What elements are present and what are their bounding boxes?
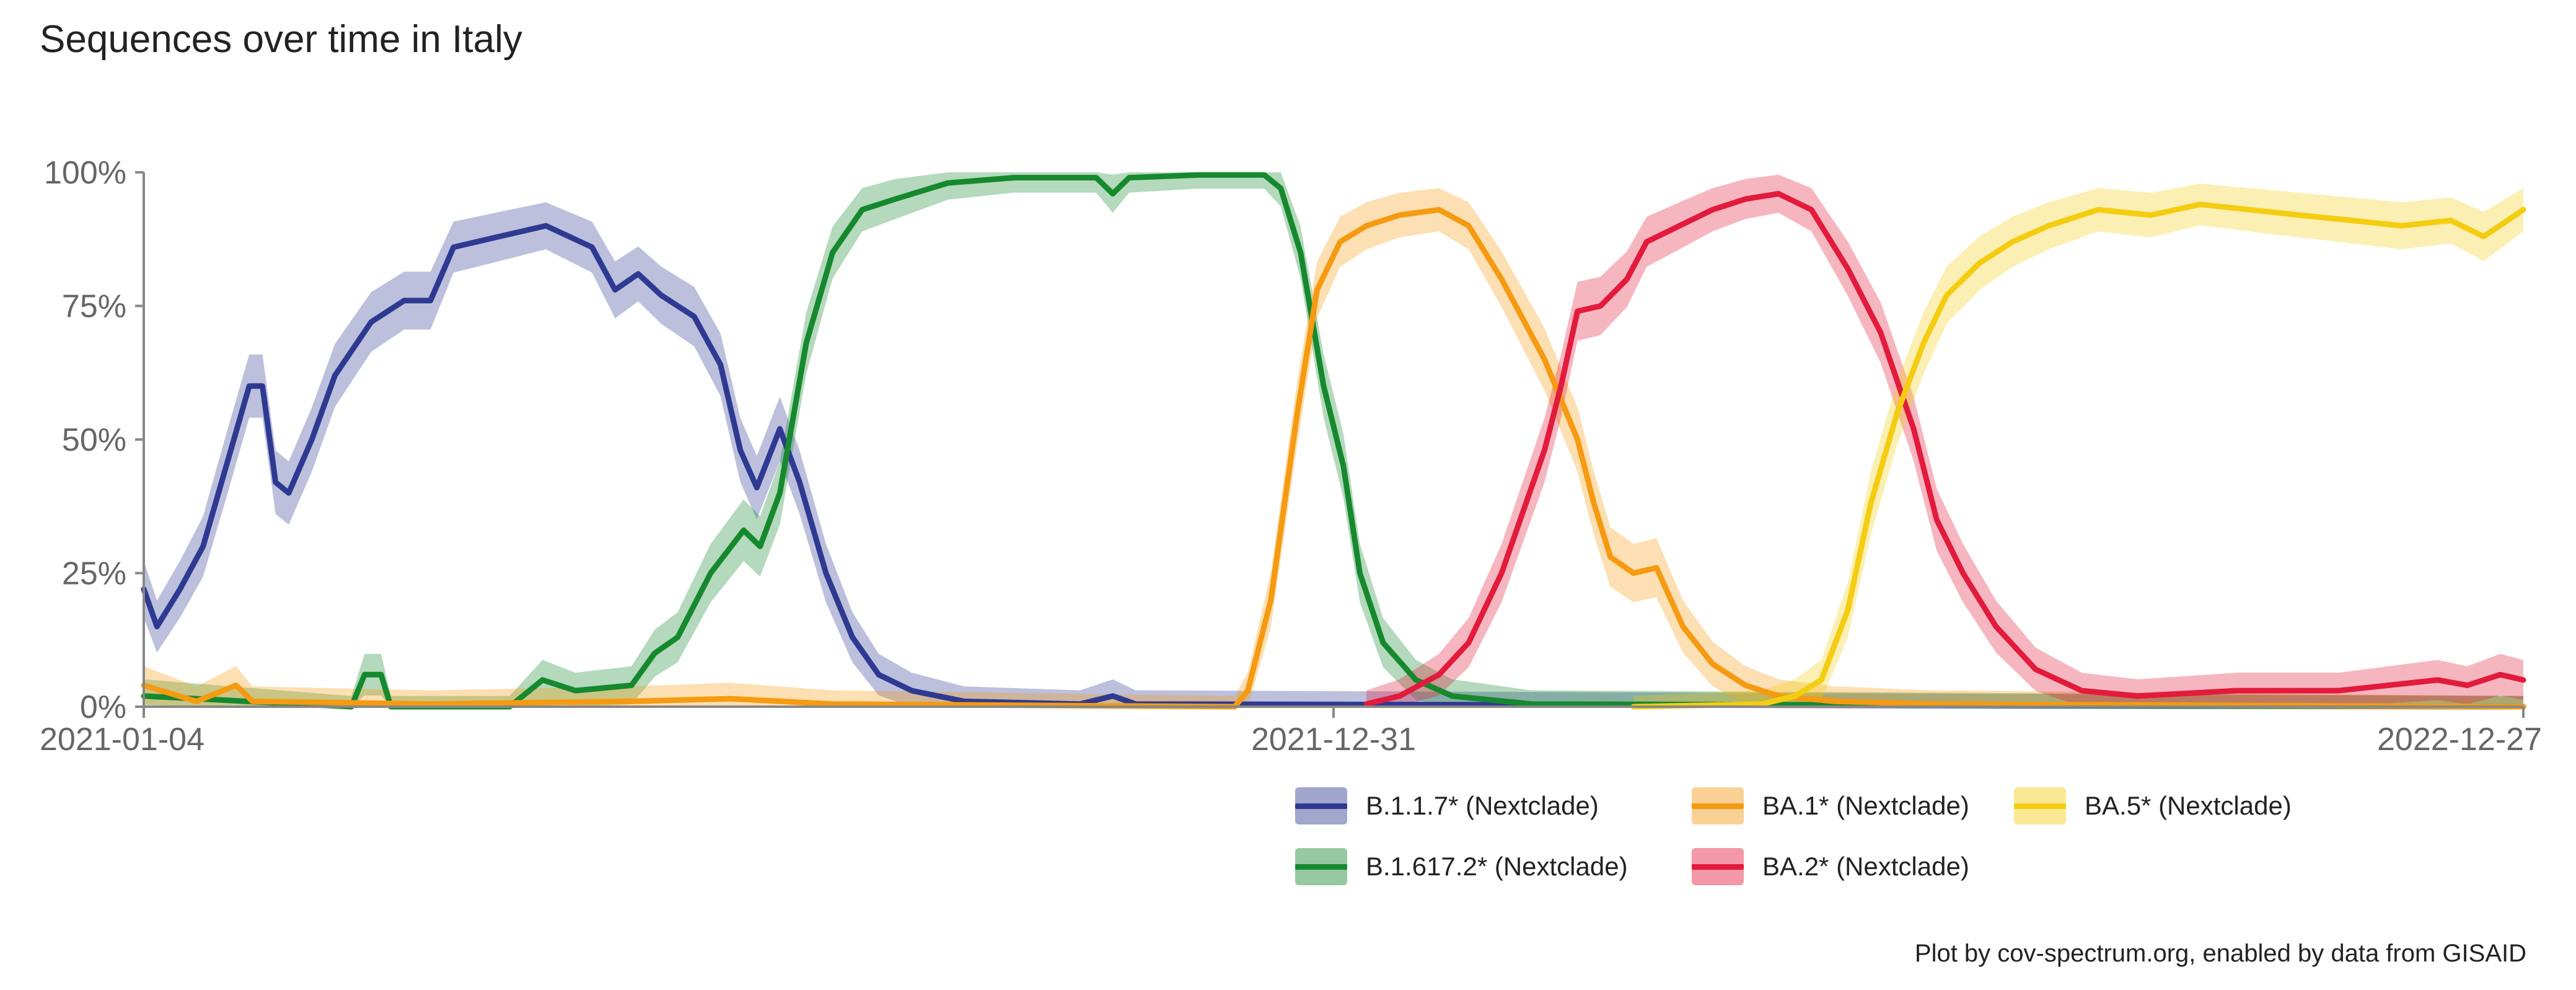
legend-label: B.1.617.2* (Nextclade) — [1366, 852, 1628, 881]
legend-label: B.1.1.7* (Nextclade) — [1366, 791, 1599, 820]
y-tick-label: 0% — [80, 689, 126, 725]
chart-title: Sequences over time in Italy — [40, 18, 522, 61]
series-band-3 — [1366, 174, 2523, 707]
y-tick-label: 100% — [44, 155, 126, 191]
series-line-3[interactable] — [1363, 191, 2526, 707]
legend-swatch-line — [1295, 864, 1347, 870]
legend-item-ba2[interactable]: BA.2* (Nextclade) — [1692, 848, 1969, 885]
legend-swatch-line — [1692, 864, 1744, 870]
legend-swatch — [1692, 848, 1744, 885]
legend-swatch — [1295, 787, 1347, 824]
x-tick-label: 2021-12-31 — [1251, 722, 1416, 758]
series-band-1 — [144, 172, 2523, 707]
legend-label: BA.1* (Nextclade) — [1762, 791, 1969, 820]
legend-swatch-line — [1692, 803, 1744, 809]
legend-swatch — [1692, 787, 1744, 824]
legend-item-b117[interactable]: B.1.1.7* (Nextclade) — [1295, 787, 1599, 824]
legend: B.1.1.7* (Nextclade) B.1.617.2* (Nextcla… — [1295, 787, 2411, 911]
credit-text: Plot by cov-spectrum.org, enabled by dat… — [1914, 940, 2526, 967]
series-line-4[interactable] — [1630, 201, 2526, 710]
legend-swatch-line — [1295, 803, 1347, 809]
axes: 0% 25% 50% 75% 100% 2021-01-04 2021-12-31 2022-… — [40, 155, 2542, 758]
legend-swatch — [2014, 787, 2066, 824]
x-tick-label: 2022-12-27 — [2377, 722, 2542, 758]
legend-swatch — [1295, 848, 1347, 885]
series-line-0[interactable] — [141, 223, 2526, 710]
series-line-1[interactable] — [141, 172, 2526, 710]
series-lines — [141, 172, 2526, 710]
y-tick-label: 25% — [62, 556, 126, 592]
y-tick-label: 75% — [62, 289, 126, 325]
legend-item-ba5[interactable]: BA.5* (Nextclade) — [2014, 787, 2292, 824]
x-tick-label: 2021-01-04 — [40, 722, 204, 758]
series-line-2[interactable] — [141, 206, 2526, 710]
legend-label: BA.5* (Nextclade) — [2085, 791, 2292, 820]
legend-item-ba1[interactable]: BA.1* (Nextclade) — [1692, 787, 1969, 824]
series-band-4 — [1633, 183, 2523, 707]
legend-label: BA.2* (Nextclade) — [1762, 852, 1969, 881]
legend-item-b16172[interactable]: B.1.617.2* (Nextclade) — [1295, 848, 1628, 885]
legend-swatch-line — [2014, 803, 2066, 809]
y-tick-label: 50% — [62, 422, 126, 458]
